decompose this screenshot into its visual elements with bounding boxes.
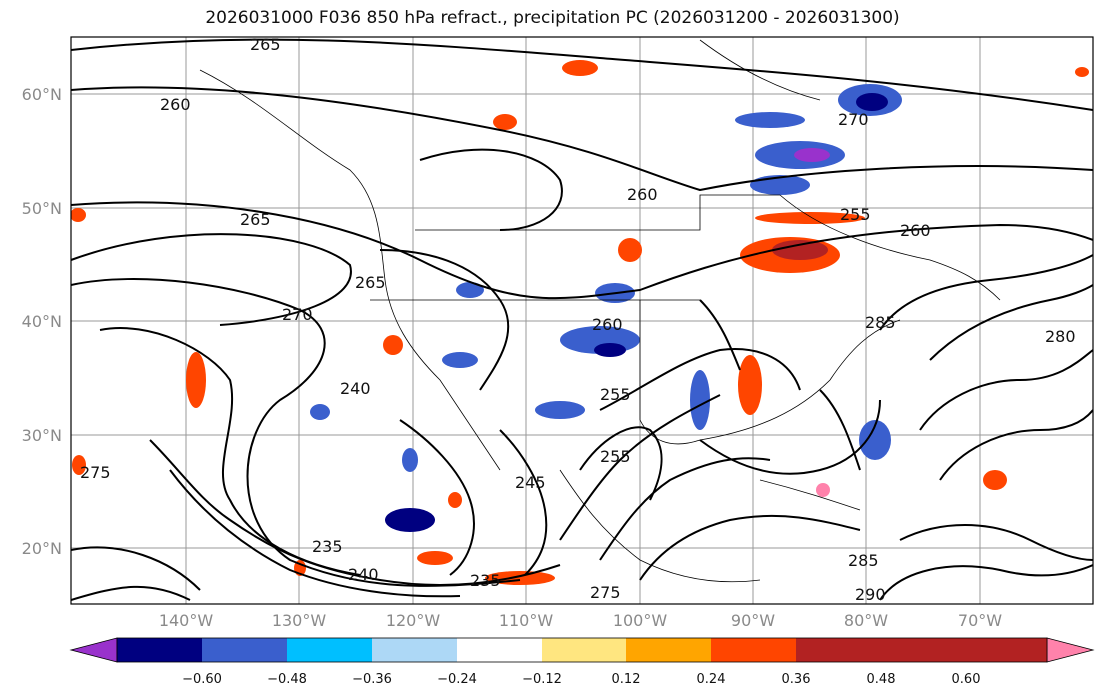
contour-label: 265: [240, 210, 271, 229]
contour-label: 240: [348, 565, 379, 584]
colorbar-segment: [287, 638, 372, 662]
contour-label: 255: [600, 447, 631, 466]
lon-label-70w: 70°W: [958, 611, 1002, 630]
colorbar-segment: [372, 638, 457, 662]
colorbar-segment: [711, 638, 796, 662]
colorbar-tick-label: 0.36: [782, 672, 811, 687]
lon-label-100w: 100°W: [613, 611, 668, 630]
lon-label-130w: 130°W: [272, 611, 327, 630]
colorbar-extend-low: [69, 637, 118, 663]
lon-label-90w: 90°W: [731, 611, 775, 630]
lon-label-120w: 120°W: [386, 611, 441, 630]
refractivity-contours: [71, 38, 1093, 601]
colorbar-segment: [542, 638, 626, 662]
colorbar-tick-label: −0.24: [437, 672, 477, 687]
contour-label: 275: [80, 463, 111, 482]
colorbar-tick-label: 0.60: [952, 672, 981, 687]
colorbar-tick-label: −0.48: [267, 672, 307, 687]
latitude-labels: 60°N 50°N 40°N 30°N 20°N: [22, 85, 62, 558]
contour-label: 240: [340, 379, 371, 398]
colorbar-tick-label: −0.60: [182, 672, 222, 687]
lat-label-20n: 20°N: [22, 539, 62, 558]
contour-label: 270: [282, 305, 313, 324]
contour-label: 280: [1045, 327, 1076, 346]
contour-label: 255: [600, 385, 631, 404]
colorbar-segment: [626, 638, 711, 662]
lat-label-50n: 50°N: [22, 199, 62, 218]
contour-label: 290: [855, 585, 886, 604]
colorbar-segment: [202, 638, 287, 662]
colorbar-segment: [796, 638, 881, 662]
lon-label-140w: 140°W: [159, 611, 214, 630]
colorbar-tick-label: 0.12: [612, 672, 641, 687]
longitude-labels: 140°W 130°W 120°W 110°W 100°W 90°W 80°W …: [159, 611, 1002, 630]
contour-label: 285: [865, 313, 896, 332]
colorbar-segment: [881, 638, 966, 662]
precip-shading: [71, 60, 1089, 585]
contour-label-group: 265 260 265 270 240 235 240 235 255 260 …: [80, 35, 1076, 604]
contour-label: 265: [355, 273, 386, 292]
lat-label-60n: 60°N: [22, 85, 62, 104]
colorbar-tick-label: −0.12: [522, 672, 562, 687]
lat-label-40n: 40°N: [22, 312, 62, 331]
lat-label-30n: 30°N: [22, 426, 62, 445]
map-title: 2026031000 F036 850 hPa refract., precip…: [205, 8, 900, 28]
colorbar-tick-label: 0.24: [697, 672, 726, 687]
contour-label: 255: [840, 205, 871, 224]
colorbar-extend-high: [1046, 637, 1095, 663]
contour-label: 260: [592, 315, 623, 334]
contour-label: 260: [900, 221, 931, 240]
colorbar-segment: [457, 638, 542, 662]
contour-label: 265: [250, 35, 281, 54]
contour-label: 235: [312, 537, 343, 556]
contour-label: 275: [590, 583, 621, 602]
colorbar: −0.60 −0.48 −0.36 −0.24 −0.12 0.12 0.24 …: [69, 637, 1095, 687]
colorbar-outline: [116, 637, 1048, 663]
lon-label-80w: 80°W: [844, 611, 888, 630]
contour-label: 285: [848, 551, 879, 570]
colorbar-tick-label: 0.48: [867, 672, 896, 687]
plot-frame: [70, 36, 1094, 605]
colorbar-segment: [117, 638, 202, 662]
contour-label: 270: [838, 110, 869, 129]
contour-label: 260: [627, 185, 658, 204]
contour-label: 245: [515, 473, 546, 492]
colorbar-segment: [966, 638, 1047, 662]
coastlines-borders: [199, 39, 1001, 583]
lon-label-110w: 110°W: [499, 611, 554, 630]
colorbar-tick-label: −0.36: [352, 672, 392, 687]
contour-label: 260: [160, 95, 191, 114]
contour-label: 235: [470, 571, 501, 590]
